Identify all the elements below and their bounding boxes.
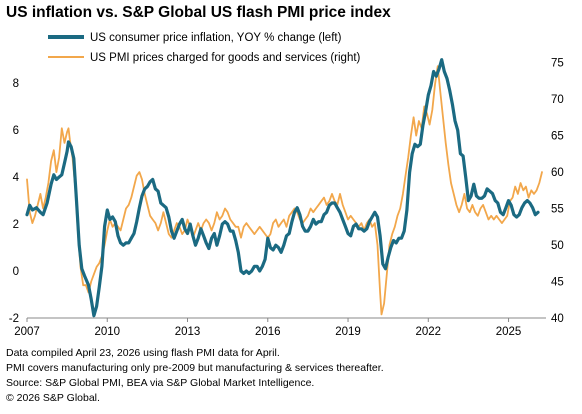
chart-title: US inflation vs. S&P Global US flash PMI…: [6, 4, 391, 21]
y-right-tick-label: 75: [551, 58, 564, 70]
note-data-compiled: Data compiled April 23, 2026 using flash…: [6, 347, 280, 359]
note-copyright: © 2026 S&P Global.: [6, 392, 100, 404]
notes: Data compiled April 23, 2026 using flash…: [6, 346, 384, 406]
legend: US consumer price inflation, YOY % chang…: [48, 32, 361, 64]
y-right-tick-label: 55: [551, 204, 564, 216]
y-left-tick-label: 4: [13, 172, 20, 184]
y-left-tick-label: 8: [13, 78, 19, 90]
y-left-tick-label: -2: [9, 313, 19, 325]
y-right-tick-label: 50: [551, 240, 564, 252]
y-left-tick-label: 6: [13, 125, 19, 137]
series-line-pmi: [26, 65, 543, 316]
x-tick-label: 2019: [335, 326, 361, 338]
x-tick-label: 2016: [255, 326, 281, 338]
y-right-tick-label: 45: [551, 277, 564, 289]
legend-label-pmi: US PMI prices charged for goods and serv…: [90, 52, 361, 64]
note-coverage: PMI covers manufacturing only pre-2009 b…: [6, 362, 384, 374]
y-right-tick-label: 65: [551, 131, 564, 143]
y-right-tick-label: 70: [551, 94, 564, 106]
axes: 2007 2010 2013 2016 2019 2022 2025 -2 0 2 4 6 8 40 45 5…: [9, 58, 564, 338]
x-tick-label: 2022: [415, 326, 441, 338]
y-right-tick-label: 60: [551, 167, 564, 179]
y-left-tick-label: 0: [13, 266, 19, 278]
y-left-tick-label: 2: [13, 219, 19, 231]
x-tick-label: 2025: [496, 326, 522, 338]
legend-label-cpi: US consumer price inflation, YOY % chang…: [90, 32, 342, 44]
y-right-tick-label: 40: [551, 313, 564, 325]
series-layer: [25, 58, 543, 318]
note-source: Source: S&P Global PMI, BEA via S&P Glob…: [6, 377, 315, 389]
x-tick-label: 2010: [94, 326, 120, 338]
series-line-cpi: [25, 58, 540, 318]
x-tick-label: 2013: [175, 326, 201, 338]
x-tick-label: 2007: [14, 326, 40, 338]
